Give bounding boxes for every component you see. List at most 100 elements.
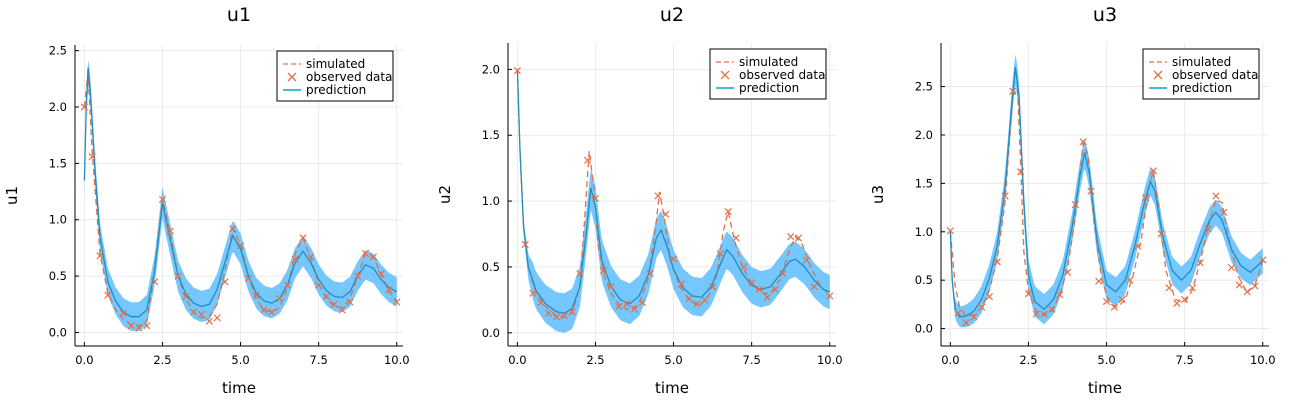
x-axis-label: time <box>222 379 256 397</box>
observed-data-point <box>1149 167 1158 175</box>
observed-data-point <box>260 306 268 314</box>
observed-data-point <box>119 309 128 317</box>
observed-data-point <box>190 308 198 316</box>
observed-data-point <box>810 283 818 291</box>
y-tick-label: 1.0 <box>482 194 500 208</box>
plot-title: u1 <box>227 4 251 26</box>
observed-data-point <box>1118 295 1126 304</box>
observed-data-point <box>205 317 213 325</box>
observed-data-point <box>1032 310 1040 318</box>
prediction-line <box>83 67 398 318</box>
prediction-line <box>949 67 1264 318</box>
legend-observed-swatch <box>720 70 730 80</box>
observed-data-point <box>985 293 994 301</box>
observed-data-point <box>794 234 803 242</box>
y-tick-label: 0.0 <box>49 325 67 339</box>
observed-data-point <box>1009 87 1017 96</box>
observed-data-point <box>1040 310 1048 318</box>
observed-data-point <box>513 67 521 75</box>
legend-observed-swatch <box>287 72 297 82</box>
observed-data-point <box>638 298 646 307</box>
x-axis-label: time <box>655 379 689 397</box>
observed-data-point <box>537 298 545 307</box>
x-tick-label: 10.0 <box>817 353 843 367</box>
observed-data-point <box>393 298 401 306</box>
x-tick-label: 2.5 <box>153 353 171 367</box>
observed-data-point <box>568 308 576 316</box>
simulated-line <box>516 69 831 318</box>
observed-data-point <box>1212 192 1220 200</box>
observed-data-point <box>977 303 986 311</box>
legend-label: simulated <box>306 57 365 71</box>
observed-data-point <box>630 305 639 313</box>
observed-data-point <box>158 195 167 204</box>
x-tick-label: 7.5 <box>743 353 761 367</box>
x-tick-label: 0.0 <box>75 353 93 367</box>
x-tick-label: 7.5 <box>310 353 328 367</box>
observed-data-point <box>275 295 284 303</box>
observed-data-point <box>1259 256 1267 264</box>
observed-data-point <box>252 291 260 299</box>
observed-data-point <box>1141 194 1150 202</box>
observed-data-point <box>182 292 190 301</box>
observed-data-point <box>1063 268 1072 277</box>
observed-data-point <box>701 296 709 304</box>
y-tick-label: 2.0 <box>915 128 933 142</box>
observed-data-point <box>385 286 393 294</box>
observed-data-point <box>693 300 701 308</box>
x-tick-label: 0.0 <box>508 353 526 367</box>
observed-data-point <box>708 283 717 291</box>
x-tick-label: 2.5 <box>586 353 604 367</box>
observed-data-point <box>1251 282 1259 290</box>
observed-data-point <box>166 227 174 235</box>
y-tick-label: 1.5 <box>915 176 933 190</box>
x-tick-label: 2.5 <box>1019 353 1037 367</box>
observed-data-point <box>315 281 323 289</box>
observed-data-point <box>1181 295 1189 304</box>
observed-data-point <box>221 278 229 286</box>
observed-data-point <box>1196 259 1204 267</box>
observed-data-point <box>677 280 685 288</box>
plot-area <box>946 54 1267 328</box>
legend-observed-swatch <box>1153 70 1163 80</box>
observed-data-point <box>197 310 206 319</box>
observed-data-point <box>151 278 159 286</box>
y-tick-label: 0.5 <box>915 273 933 287</box>
observed-data-point <box>346 298 354 306</box>
observed-data-point <box>740 263 748 271</box>
observed-data-point <box>826 292 834 300</box>
observed-data-point <box>213 314 221 322</box>
observed-data-point <box>143 322 151 330</box>
y-tick-label: 1.0 <box>49 213 67 227</box>
observed-data-point <box>521 240 529 249</box>
y-tick-label: 1.0 <box>915 225 933 239</box>
plot-area <box>80 59 401 332</box>
observed-data-point <box>1157 230 1165 238</box>
observed-data-point <box>369 253 377 261</box>
observed-data-point <box>763 293 771 301</box>
legend-label: observed data <box>1172 68 1258 82</box>
plot-title: u3 <box>1093 4 1117 26</box>
observed-data-point <box>307 253 315 261</box>
observed-data-point <box>576 269 584 278</box>
observed-data-point <box>962 319 970 327</box>
observed-data-point <box>623 300 631 308</box>
observed-data-point <box>669 255 678 263</box>
observed-data-point <box>802 256 810 264</box>
observed-data-point <box>1110 303 1118 311</box>
subplot-u1: 0.0 2.5 5.0 7.5 10.0 0.0 0.5 1.0 1.5 2.0 2.5 u1 time… <box>3 4 410 397</box>
observed-data-point <box>135 324 143 332</box>
observed-data-point <box>1087 187 1095 195</box>
x-tick-label: 7.5 <box>1176 353 1194 367</box>
observed-data-point <box>599 267 607 275</box>
observed-data-point <box>1048 305 1056 313</box>
observed-data-point <box>591 194 600 203</box>
observed-data-point <box>662 210 670 218</box>
observed-data-point <box>748 279 756 287</box>
y-tick-label: 1.5 <box>49 156 67 170</box>
subplot-u3: 0.0 2.5 5.0 7.5 10.0 0.0 0.5 1.0 1.5 2.0 2.5 u3 time… <box>869 4 1276 397</box>
